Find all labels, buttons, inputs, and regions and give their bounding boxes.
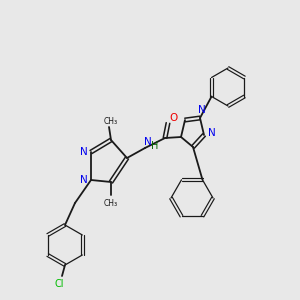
Text: N: N <box>80 175 88 185</box>
Text: Cl: Cl <box>54 279 64 289</box>
Text: N: N <box>198 105 206 115</box>
Text: O: O <box>169 113 177 123</box>
Text: CH₃: CH₃ <box>104 199 118 208</box>
Text: N: N <box>144 137 152 147</box>
Text: H: H <box>151 141 159 151</box>
Text: N: N <box>80 147 88 157</box>
Text: CH₃: CH₃ <box>104 116 118 125</box>
Text: N: N <box>208 128 216 138</box>
